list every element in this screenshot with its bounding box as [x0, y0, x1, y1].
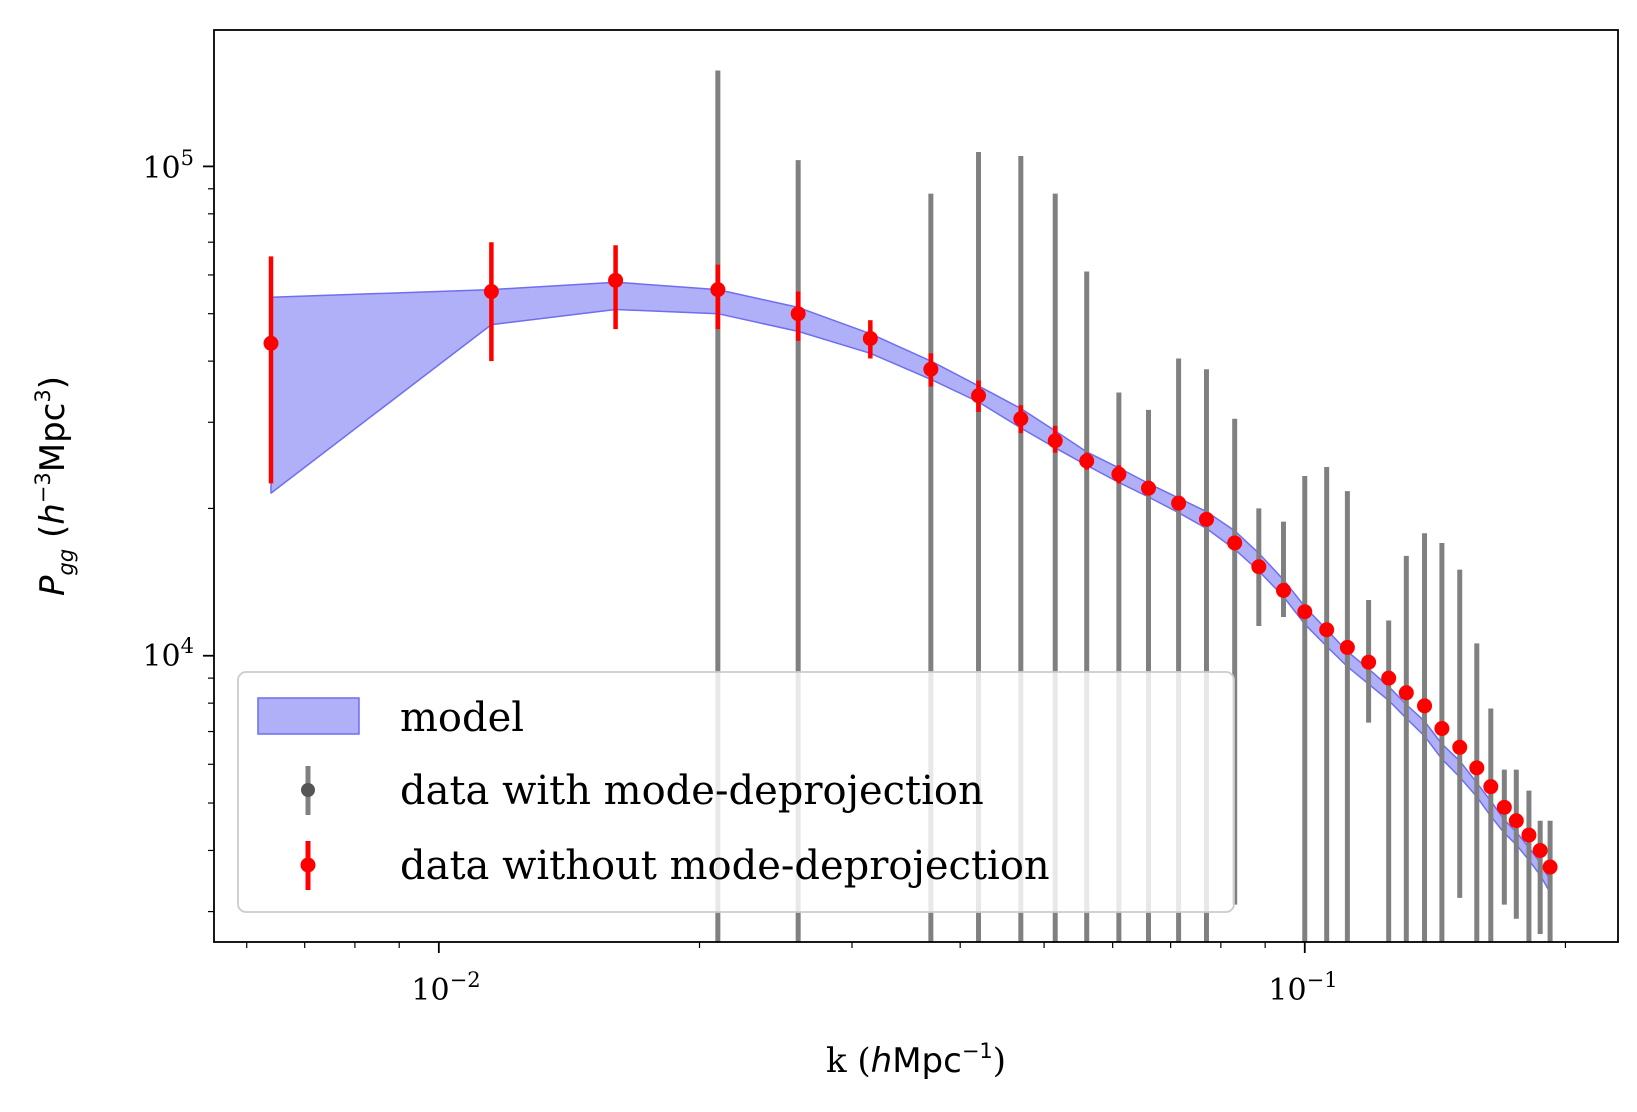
red-data-point — [1171, 495, 1187, 511]
legend: model data with mode-deprojection data w… — [237, 671, 1235, 913]
red-data-point — [1361, 654, 1377, 670]
red-data-point — [1508, 813, 1524, 829]
red-data-point — [1339, 639, 1355, 655]
legend-red-label: data without mode-deprojection — [400, 843, 1050, 889]
red-data-point — [608, 272, 624, 288]
x-tick-label-0.01: 10−2 — [411, 968, 480, 1008]
red-data-point — [263, 335, 279, 351]
red-data-point — [1542, 859, 1558, 875]
red-data-point — [923, 361, 939, 377]
red-data-point — [1434, 721, 1450, 737]
red-data-point — [1227, 535, 1243, 551]
red-data-point — [1398, 685, 1414, 701]
red-data-point — [1496, 799, 1512, 815]
red-data-point — [1198, 511, 1214, 527]
red-data-point — [1469, 760, 1485, 776]
red-data-point — [710, 282, 726, 298]
red-data-point — [1079, 453, 1095, 469]
red-data-point — [971, 388, 987, 404]
red-data-point — [1532, 842, 1548, 858]
legend-gray-label: data with mode-deprojection — [400, 768, 984, 814]
x-tick-label-0.1: 10−1 — [1268, 968, 1337, 1008]
red-data-point — [790, 306, 806, 322]
axes-frame — [213, 29, 1619, 943]
legend-gray-marker — [301, 783, 315, 797]
red-data-point — [1319, 622, 1335, 638]
x-axis-title: k (hMpc−1) — [826, 1039, 1006, 1081]
red-data-point — [1297, 604, 1313, 620]
legend-red-marker — [300, 857, 316, 873]
legend-frame — [237, 671, 1235, 913]
red-data-point — [1521, 827, 1537, 843]
y-tick-label-1e5: 105 — [142, 146, 194, 186]
red-data-point — [1275, 582, 1291, 598]
y-tick-label-1e4: 104 — [142, 634, 194, 674]
red-data-point — [862, 330, 878, 346]
red-data-point — [1013, 411, 1029, 427]
red-data-point — [1047, 433, 1063, 449]
red-data-point — [1417, 698, 1433, 714]
red-data-point — [483, 284, 499, 300]
red-data-point — [1483, 779, 1499, 795]
y-axis-title: Pgg (h−3Mpc3) — [31, 376, 78, 596]
legend-model-label: model — [400, 695, 524, 741]
red-data-point — [1111, 466, 1127, 482]
red-data-point — [1381, 670, 1397, 686]
legend-model-swatch — [257, 697, 360, 735]
axis-ticks — [203, 165, 1567, 953]
red-data-point — [1452, 739, 1468, 755]
red-data-point — [1141, 480, 1157, 496]
red-data-point — [1251, 559, 1267, 575]
